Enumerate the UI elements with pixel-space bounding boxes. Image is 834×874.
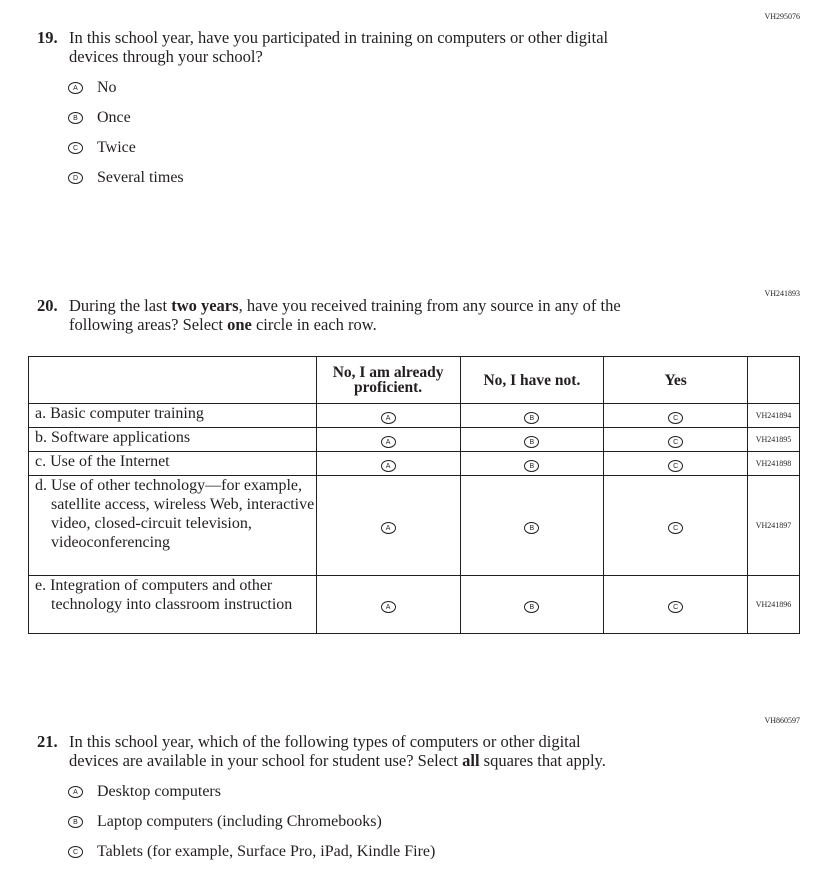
- row-code: VH241896: [747, 575, 800, 634]
- table-row: a. Basic computer training A B C VH241894: [28, 403, 800, 428]
- option-a[interactable]: A Desktop computers: [68, 783, 221, 801]
- bubble-icon[interactable]: B: [524, 460, 540, 472]
- bubble-icon[interactable]: A: [380, 522, 396, 534]
- row-code: VH241898: [747, 451, 800, 476]
- header-code: [747, 356, 800, 404]
- option-label: Twice: [97, 139, 136, 156]
- header-yes: Yes: [603, 356, 748, 404]
- row-label: d. Use of other technology—for example, …: [28, 475, 317, 576]
- table-row: c. Use of the Internet A B C VH241898: [28, 451, 800, 476]
- option-d[interactable]: D Several times: [68, 169, 184, 187]
- question-text: In this school year, have you participat…: [69, 28, 609, 47]
- question-21: 21. In this school year, which of the fol…: [37, 732, 606, 770]
- header-blank: [28, 356, 317, 404]
- option-b[interactable]: B Laptop computers (including Chromebooks…: [68, 813, 382, 831]
- question-code: VH860597: [764, 716, 800, 725]
- row-code: VH241894: [747, 403, 800, 428]
- option-label: Desktop computers: [97, 783, 221, 800]
- bubble-icon[interactable]: A: [380, 601, 396, 613]
- bubble-icon[interactable]: C: [668, 436, 684, 448]
- row-label: a. Basic computer training: [28, 403, 317, 428]
- bubble-icon[interactable]: B: [524, 522, 540, 534]
- option-c[interactable]: C Twice: [68, 139, 136, 157]
- option-c[interactable]: C Tablets (for example, Surface Pro, iPad…: [68, 843, 435, 861]
- question-20: 20. During the last two years, have you r…: [37, 296, 621, 334]
- header-have-not: No, I have not.: [459, 356, 605, 404]
- training-table: No, I am already proficient. No, I have …: [28, 356, 800, 634]
- header-proficient: No, I am already proficient.: [315, 356, 461, 404]
- row-label: e. Integration of computers and other te…: [28, 575, 317, 634]
- question-number: 21.: [37, 732, 58, 751]
- option-b[interactable]: B Once: [68, 109, 131, 127]
- bubble-icon[interactable]: B: [524, 412, 540, 424]
- option-label: Once: [97, 109, 131, 126]
- row-label: b. Software applications: [28, 427, 317, 452]
- question-text: devices through your school?: [69, 47, 263, 66]
- question-number: 20.: [37, 296, 58, 315]
- row-label: c. Use of the Internet: [28, 451, 317, 476]
- option-label: Tablets (for example, Surface Pro, iPad,…: [97, 843, 436, 860]
- bubble-icon[interactable]: A: [68, 82, 83, 94]
- table-row: d. Use of other technology—for example, …: [28, 475, 800, 576]
- bubble-icon[interactable]: A: [380, 412, 396, 424]
- row-code: VH241897: [747, 475, 800, 576]
- table-row: b. Software applications A B C VH241895: [28, 427, 800, 452]
- bubble-icon[interactable]: B: [524, 436, 540, 448]
- bubble-icon[interactable]: A: [380, 436, 396, 448]
- bubble-icon[interactable]: C: [68, 846, 83, 858]
- bubble-icon[interactable]: C: [68, 142, 83, 154]
- bubble-icon[interactable]: B: [524, 601, 540, 613]
- question-number: 19.: [37, 28, 58, 47]
- option-label: No: [97, 79, 117, 96]
- bubble-icon[interactable]: C: [668, 601, 684, 613]
- table-row: e. Integration of computers and other te…: [28, 575, 800, 634]
- question-code: VH241893: [764, 289, 800, 298]
- option-a[interactable]: A No: [68, 79, 117, 97]
- bubble-icon[interactable]: D: [68, 172, 83, 184]
- bubble-icon[interactable]: C: [668, 460, 684, 472]
- bubble-icon[interactable]: C: [668, 522, 684, 534]
- question-code: VH295076: [764, 12, 800, 21]
- row-code: VH241895: [747, 427, 800, 452]
- bubble-icon[interactable]: B: [68, 816, 83, 828]
- option-label: Several times: [97, 169, 184, 186]
- bubble-icon[interactable]: B: [68, 112, 83, 124]
- bubble-icon[interactable]: A: [68, 786, 83, 798]
- bubble-icon[interactable]: C: [668, 412, 684, 424]
- question-19: 19. In this school year, have you partici…: [37, 28, 608, 66]
- option-label: Laptop computers (including Chromebooks): [97, 813, 382, 830]
- bubble-icon[interactable]: A: [380, 460, 396, 472]
